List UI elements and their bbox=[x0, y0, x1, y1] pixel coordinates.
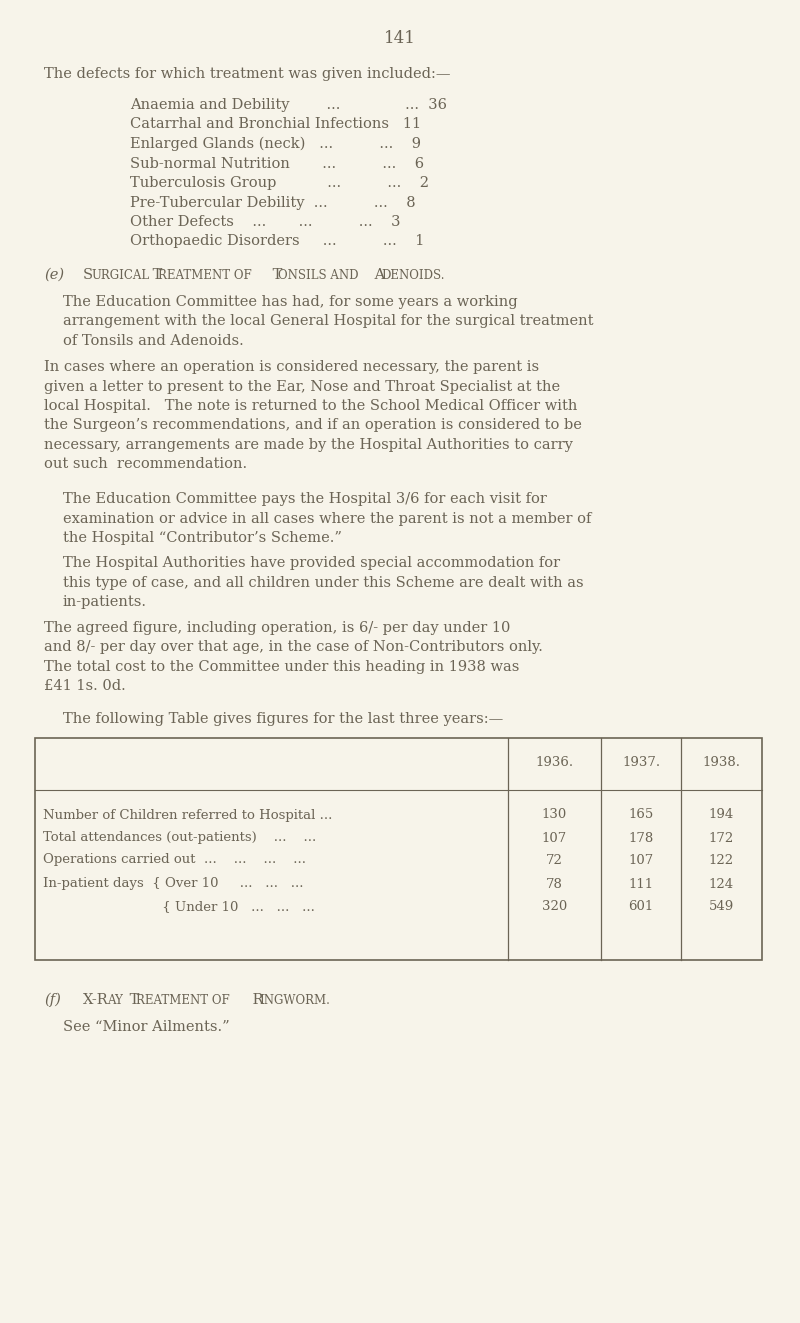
Text: 172: 172 bbox=[709, 831, 734, 844]
Text: 1938.: 1938. bbox=[702, 755, 741, 769]
Text: Enlarged Glands (neck)   ...          ...    9: Enlarged Glands (neck) ... ... 9 bbox=[130, 138, 421, 151]
Text: in-patients.: in-patients. bbox=[63, 595, 147, 609]
Text: REATMENT OF: REATMENT OF bbox=[136, 994, 230, 1007]
Text: given a letter to present to the Ear, Nose and Throat Specialist at the: given a letter to present to the Ear, No… bbox=[44, 380, 560, 393]
Text: necessary, arrangements are made by the Hospital Authorities to carry: necessary, arrangements are made by the … bbox=[44, 438, 573, 452]
Text: 122: 122 bbox=[709, 853, 734, 867]
Text: { Under 10   ...   ...   ...: { Under 10 ... ... ... bbox=[90, 901, 315, 913]
Text: Number of Children referred to Hospital ...: Number of Children referred to Hospital … bbox=[43, 808, 332, 822]
Text: Tuberculosis Group           ...          ...    2: Tuberculosis Group ... ... 2 bbox=[130, 176, 429, 191]
Text: 141: 141 bbox=[384, 30, 416, 48]
Text: The Education Committee pays the Hospital 3/6 for each visit for: The Education Committee pays the Hospita… bbox=[63, 492, 547, 505]
Text: 194: 194 bbox=[709, 808, 734, 822]
Text: 1936.: 1936. bbox=[535, 755, 574, 769]
Text: REATMENT OF: REATMENT OF bbox=[158, 269, 252, 282]
Text: A: A bbox=[370, 269, 386, 282]
Text: 111: 111 bbox=[629, 877, 654, 890]
Text: the Surgeon’s recommendations, and if an operation is considered to be: the Surgeon’s recommendations, and if an… bbox=[44, 418, 582, 433]
Bar bbox=[35, 738, 762, 960]
Text: the Hospital “Contributor’s Scheme.”: the Hospital “Contributor’s Scheme.” bbox=[63, 531, 342, 545]
Text: (f): (f) bbox=[44, 994, 61, 1007]
Text: T: T bbox=[125, 994, 139, 1007]
Text: The total cost to the Committee under this heading in 1938 was: The total cost to the Committee under th… bbox=[44, 660, 519, 673]
Text: The Education Committee has had, for some years a working: The Education Committee has had, for som… bbox=[63, 295, 518, 310]
Text: out such  recommendation.: out such recommendation. bbox=[44, 458, 247, 471]
Text: 165: 165 bbox=[628, 808, 654, 822]
Text: Catarrhal and Bronchial Infections   11: Catarrhal and Bronchial Infections 11 bbox=[130, 118, 421, 131]
Text: X-R: X-R bbox=[83, 994, 109, 1007]
Text: In-patient days  { Over 10     ...   ...   ...: In-patient days { Over 10 ... ... ... bbox=[43, 877, 303, 890]
Text: ONSILS AND: ONSILS AND bbox=[278, 269, 358, 282]
Text: £41 1s. 0d.: £41 1s. 0d. bbox=[44, 680, 126, 693]
Text: Anaemia and Debility        ...              ...  36: Anaemia and Debility ... ... 36 bbox=[130, 98, 447, 112]
Text: examination or advice in all cases where the parent is not a member of: examination or advice in all cases where… bbox=[63, 512, 591, 525]
Text: this type of case, and all children under this Scheme are dealt with as: this type of case, and all children unde… bbox=[63, 576, 584, 590]
Text: 320: 320 bbox=[542, 901, 567, 913]
Text: The following Table gives figures for the last three years:—: The following Table gives figures for th… bbox=[63, 712, 503, 726]
Text: 130: 130 bbox=[542, 808, 567, 822]
Text: T: T bbox=[268, 269, 282, 282]
Text: Orthopaedic Disorders     ...          ...    1: Orthopaedic Disorders ... ... 1 bbox=[130, 234, 424, 249]
Text: (e): (e) bbox=[44, 269, 64, 282]
Text: 107: 107 bbox=[628, 853, 654, 867]
Text: R: R bbox=[248, 994, 263, 1007]
Text: Sub-normal Nutrition       ...          ...    6: Sub-normal Nutrition ... ... 6 bbox=[130, 156, 424, 171]
Text: Total attendances (out-patients)    ...    ...: Total attendances (out-patients) ... ... bbox=[43, 831, 316, 844]
Text: Operations carried out  ...    ...    ...    ...: Operations carried out ... ... ... ... bbox=[43, 853, 306, 867]
Text: 178: 178 bbox=[628, 831, 654, 844]
Text: The Hospital Authorities have provided special accommodation for: The Hospital Authorities have provided s… bbox=[63, 556, 560, 570]
Text: Other Defects    ...       ...          ...    3: Other Defects ... ... ... 3 bbox=[130, 216, 401, 229]
Text: Pre-Tubercular Debility  ...          ...    8: Pre-Tubercular Debility ... ... 8 bbox=[130, 196, 416, 209]
Text: S: S bbox=[83, 269, 93, 282]
Text: 124: 124 bbox=[709, 877, 734, 890]
Text: In cases where an operation is considered necessary, the parent is: In cases where an operation is considere… bbox=[44, 360, 539, 374]
Text: 601: 601 bbox=[628, 901, 654, 913]
Text: 107: 107 bbox=[542, 831, 567, 844]
Text: AY: AY bbox=[107, 994, 123, 1007]
Text: 72: 72 bbox=[546, 853, 563, 867]
Text: and 8/- per day over that age, in the case of Non-Contributors only.: and 8/- per day over that age, in the ca… bbox=[44, 640, 543, 655]
Text: 78: 78 bbox=[546, 877, 563, 890]
Text: The defects for which treatment was given included:—: The defects for which treatment was give… bbox=[44, 67, 450, 81]
Text: DENOIDS.: DENOIDS. bbox=[381, 269, 445, 282]
Text: 549: 549 bbox=[709, 901, 734, 913]
Text: arrangement with the local General Hospital for the surgical treatment: arrangement with the local General Hospi… bbox=[63, 315, 594, 328]
Text: 1937.: 1937. bbox=[622, 755, 660, 769]
Text: INGWORM.: INGWORM. bbox=[259, 994, 330, 1007]
Text: local Hospital.   The note is returned to the School Medical Officer with: local Hospital. The note is returned to … bbox=[44, 400, 578, 413]
Text: The agreed figure, including operation, is 6/- per day under 10: The agreed figure, including operation, … bbox=[44, 620, 510, 635]
Text: of Tonsils and Adenoids.: of Tonsils and Adenoids. bbox=[63, 333, 244, 348]
Text: URGICAL: URGICAL bbox=[91, 269, 149, 282]
Text: See “Minor Ailments.”: See “Minor Ailments.” bbox=[63, 1020, 230, 1035]
Text: T: T bbox=[148, 269, 162, 282]
